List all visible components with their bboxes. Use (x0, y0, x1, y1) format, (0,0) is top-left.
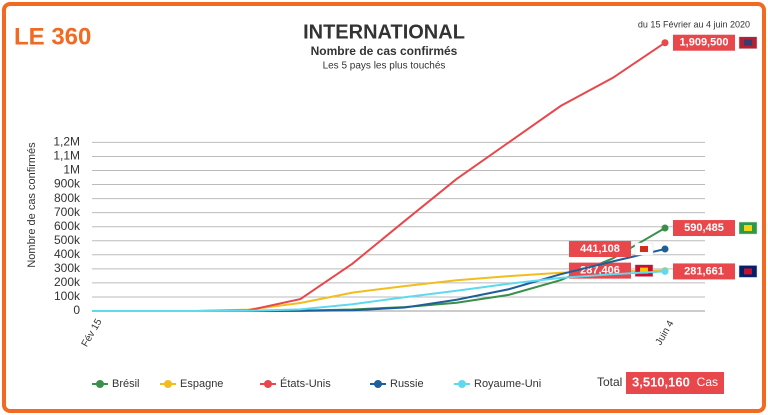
total-label: Total (597, 375, 622, 389)
chart-subtitle: Nombre de cas confirmés (311, 44, 458, 58)
x-tick-label: Juin 4 (654, 318, 677, 347)
legend-swatch (96, 380, 104, 388)
x-tick-label: Fév 15 (80, 317, 105, 349)
flag-detail (744, 39, 752, 46)
legend-label: Royaume-Uni (474, 378, 541, 390)
value-label: 441,108 (580, 243, 620, 255)
value-label-box (569, 241, 631, 258)
legend-swatch (164, 380, 172, 388)
end-point (661, 245, 669, 253)
flag-detail (640, 267, 648, 274)
y-tick-label: 600k (54, 219, 81, 233)
value-label: 281,661 (684, 265, 724, 277)
legend-swatch (458, 380, 466, 388)
y-tick-label: 1,1M (53, 149, 80, 163)
y-tick-label: 700k (54, 205, 81, 219)
total-unit: Cas (697, 375, 718, 389)
y-axis-label: Nombre de cas confirmés (26, 142, 38, 268)
total-box (626, 372, 724, 394)
date-range: du 15 Février au 4 juin 2020 (638, 19, 750, 29)
y-tick-label: 800k (54, 191, 81, 205)
logo-mark: LE 360 (14, 23, 91, 50)
y-tick-label: 1M (63, 163, 80, 177)
y-tick-label: 400k (54, 247, 81, 261)
flag-detail (640, 246, 648, 253)
y-tick-label: 100k (54, 289, 81, 303)
y-tick-label: 900k (54, 177, 81, 191)
flag-detail (744, 268, 752, 275)
chart-subtitle: Les 5 pays les plus touchés (323, 61, 446, 72)
y-tick-label: 1,2M (53, 135, 80, 149)
series-line (91, 270, 666, 312)
value-label-box (673, 263, 735, 280)
y-tick-label: 300k (54, 261, 81, 275)
end-point (661, 224, 669, 232)
chart-title: INTERNATIONAL (303, 21, 465, 43)
value-label: 590,485 (684, 222, 724, 234)
legend-swatch (374, 380, 382, 388)
flag-detail (744, 225, 752, 232)
total-value: 3,510,160 (632, 374, 690, 389)
legend-label: Brésil (112, 378, 140, 390)
y-tick-label: 0 (73, 303, 80, 317)
y-tick-label: 200k (54, 275, 81, 289)
value-label-box (673, 220, 735, 237)
logo-text: LE 360 (14, 23, 91, 50)
legend-label: Espagne (180, 378, 223, 390)
end-point (661, 267, 669, 275)
value-label: 1,909,500 (680, 37, 729, 49)
legend-label: États-Unis (280, 377, 331, 390)
legend-label: Russie (390, 378, 424, 390)
end-point (661, 39, 669, 47)
value-label-box (673, 34, 735, 51)
y-tick-label: 500k (54, 233, 81, 247)
legend-swatch (264, 380, 272, 388)
